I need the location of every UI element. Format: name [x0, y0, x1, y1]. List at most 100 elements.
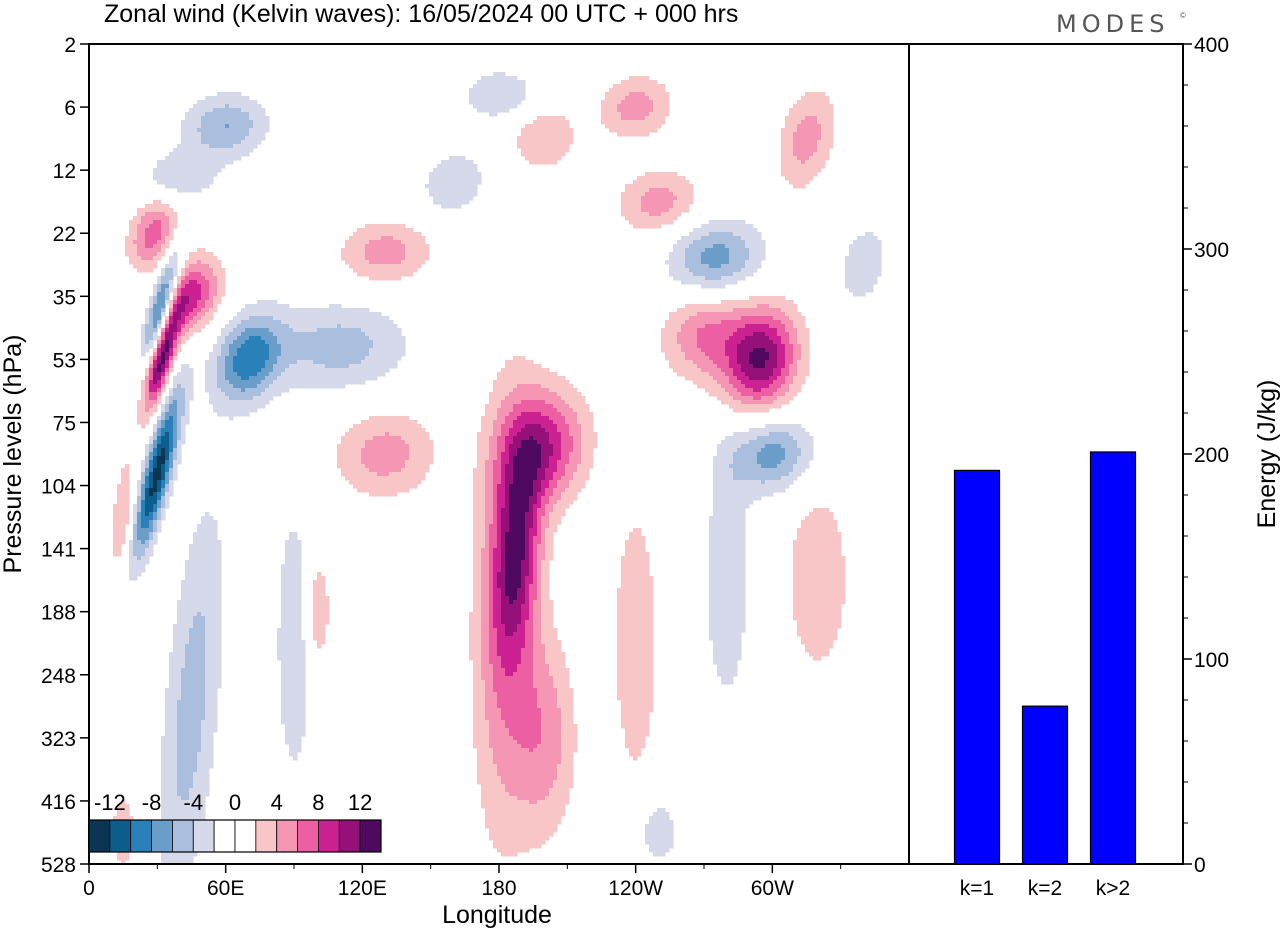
field-cell	[185, 408, 190, 413]
field-cell	[689, 308, 694, 313]
field-cell	[781, 148, 786, 153]
field-cell	[153, 200, 158, 205]
field-cell	[273, 312, 278, 317]
field-cell	[785, 364, 790, 369]
field-cell	[189, 152, 194, 157]
field-cell	[445, 184, 450, 189]
field-cell	[733, 348, 738, 353]
field-cell	[337, 336, 342, 341]
field-cell	[153, 240, 158, 245]
field-cell	[253, 356, 258, 361]
field-cell	[313, 344, 318, 349]
field-cell	[301, 368, 306, 373]
field-cell	[701, 272, 706, 277]
field-cell	[721, 392, 726, 397]
field-cell	[757, 388, 762, 393]
field-cell	[745, 400, 750, 405]
field-cell	[761, 392, 766, 397]
field-cell	[325, 352, 330, 357]
field-cell	[265, 392, 270, 397]
field-cell	[177, 344, 182, 349]
field-cell	[777, 404, 782, 409]
field-cell	[825, 144, 830, 149]
field-cell	[741, 336, 746, 341]
field-cell	[309, 324, 314, 329]
field-cell	[709, 352, 714, 357]
field-cell	[693, 312, 698, 317]
field-cell	[193, 112, 198, 117]
field-cell	[777, 348, 782, 353]
field-cell	[209, 132, 214, 137]
field-cell	[285, 368, 290, 373]
field-cell	[617, 84, 622, 89]
field-cell	[365, 316, 370, 321]
field-cell	[145, 328, 150, 333]
field-cell	[193, 148, 198, 153]
field-cell	[225, 100, 230, 105]
field-cell	[141, 344, 146, 349]
field-cell	[329, 372, 334, 377]
field-cell	[181, 400, 186, 405]
field-cell	[145, 208, 150, 213]
field-cell	[265, 304, 270, 309]
field-cell	[529, 416, 534, 421]
field-cell	[309, 372, 314, 377]
field-cell	[433, 192, 438, 197]
field-cell	[753, 408, 758, 413]
field-cell	[409, 260, 414, 265]
field-cell	[665, 340, 670, 345]
field-cell	[477, 108, 482, 113]
field-cell	[469, 100, 474, 105]
field-cell	[417, 232, 422, 237]
field-cell	[753, 324, 758, 329]
field-cell	[257, 132, 262, 137]
field-cell	[181, 340, 186, 345]
field-cell	[773, 348, 778, 353]
field-cell	[445, 180, 450, 185]
field-cell	[137, 216, 142, 221]
field-cell	[325, 308, 330, 313]
field-cell	[481, 96, 486, 101]
field-cell	[157, 400, 162, 405]
field-cell	[733, 240, 738, 245]
field-cell	[289, 344, 294, 349]
field-cell	[753, 376, 758, 381]
field-cell	[769, 328, 774, 333]
field-cell	[249, 372, 254, 377]
field-cell	[753, 260, 758, 265]
field-cell	[149, 392, 154, 397]
field-cell	[717, 268, 722, 273]
field-cell	[157, 232, 162, 237]
field-cell	[197, 284, 202, 289]
field-cell	[145, 244, 150, 249]
field-cell	[761, 300, 766, 305]
field-cell	[165, 340, 170, 345]
field-cell	[145, 408, 150, 413]
field-cell	[505, 384, 510, 389]
field-cell	[749, 228, 754, 233]
chart-title: Zonal wind (Kelvin waves): 16/05/2024 00…	[104, 0, 738, 28]
field-cell	[349, 336, 354, 341]
field-cell	[377, 248, 382, 253]
field-cell	[257, 340, 262, 345]
field-cell	[729, 328, 734, 333]
field-cell	[389, 360, 394, 365]
field-cell	[533, 368, 538, 373]
field-cell	[277, 368, 282, 373]
field-cell	[649, 224, 654, 229]
field-cell	[153, 232, 158, 237]
field-cell	[517, 396, 522, 401]
field-cell	[273, 352, 278, 357]
field-cell	[373, 344, 378, 349]
field-cell	[313, 352, 318, 357]
field-cell	[601, 112, 606, 117]
field-cell	[805, 112, 810, 117]
field-cell	[313, 324, 318, 329]
field-cell	[801, 96, 806, 101]
field-cell	[433, 188, 438, 193]
field-cell	[745, 252, 750, 257]
field-cell	[185, 140, 190, 145]
field-cell	[789, 344, 794, 349]
field-cell	[169, 236, 174, 241]
field-cell	[381, 320, 386, 325]
